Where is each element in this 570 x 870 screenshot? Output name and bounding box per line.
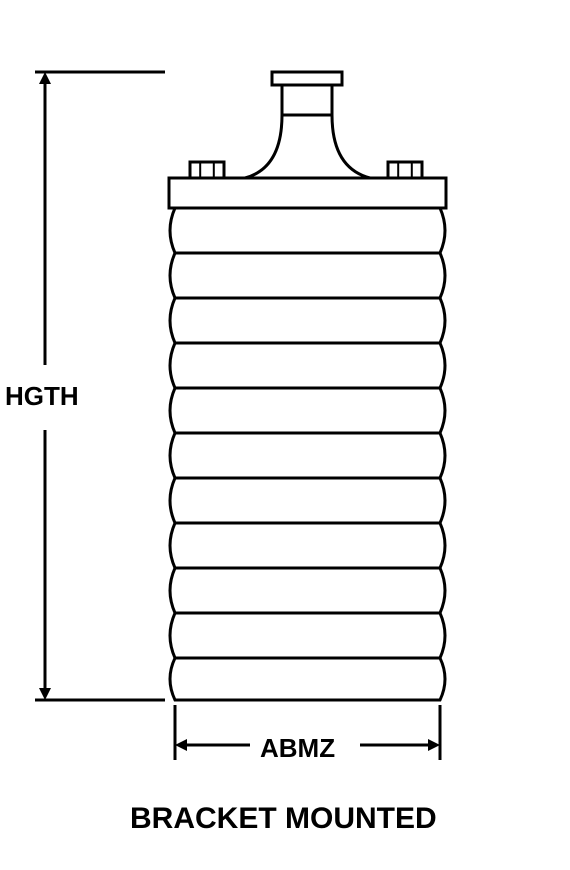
top-flange xyxy=(169,178,446,208)
cap-neck xyxy=(282,85,332,115)
width-dimension-label: ABMZ xyxy=(260,733,335,764)
hex-bolt xyxy=(190,162,224,178)
height-dimension-label: HGTH xyxy=(5,381,79,412)
cap-tip xyxy=(272,72,342,85)
cap-funnel xyxy=(245,115,370,178)
diagram-title: BRACKET MOUNTED xyxy=(130,802,437,836)
ribbed-body xyxy=(170,208,445,700)
hex-bolt xyxy=(388,162,422,178)
diagram-container: HGTH ABMZ BRACKET MOUNTED xyxy=(0,0,570,870)
